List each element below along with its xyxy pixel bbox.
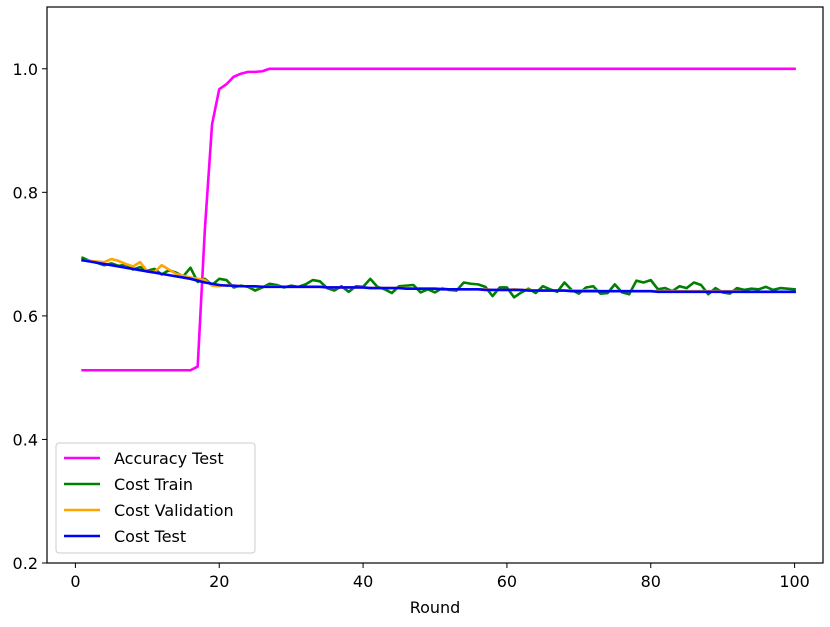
y-axis-ticks: 0.2 0.4 0.6 0.8 1.0 [13,60,47,573]
y-tick-label: 0.2 [13,554,38,573]
x-tick-label: 40 [353,572,373,591]
x-axis-ticks: 0 20 40 60 80 100 [70,563,810,591]
legend-box [55,442,256,554]
legend-label: Cost Train [114,475,193,494]
y-tick-label: 0.4 [13,430,38,449]
x-tick-label: 100 [779,572,810,591]
legend-label: Cost Test [114,527,186,546]
legend: Accuracy Test Cost Train Cost Validation Co… [55,442,256,554]
series-line-cost-test [81,258,796,294]
series-layer [80,67,796,372]
series-line-accuracy-test [81,67,796,372]
x-tick-label: 20 [209,572,229,591]
y-tick-label: 1.0 [13,60,38,79]
legend-label: Cost Validation [114,501,234,520]
y-tick-label: 0.8 [13,183,38,202]
x-axis-label: Round [410,598,461,617]
y-tick-label: 0.6 [13,307,38,326]
x-tick-label: 0 [70,572,80,591]
legend-label: Accuracy Test [114,449,224,468]
x-tick-label: 80 [641,572,661,591]
axes-frame [46,6,824,564]
x-tick-label: 60 [497,572,517,591]
